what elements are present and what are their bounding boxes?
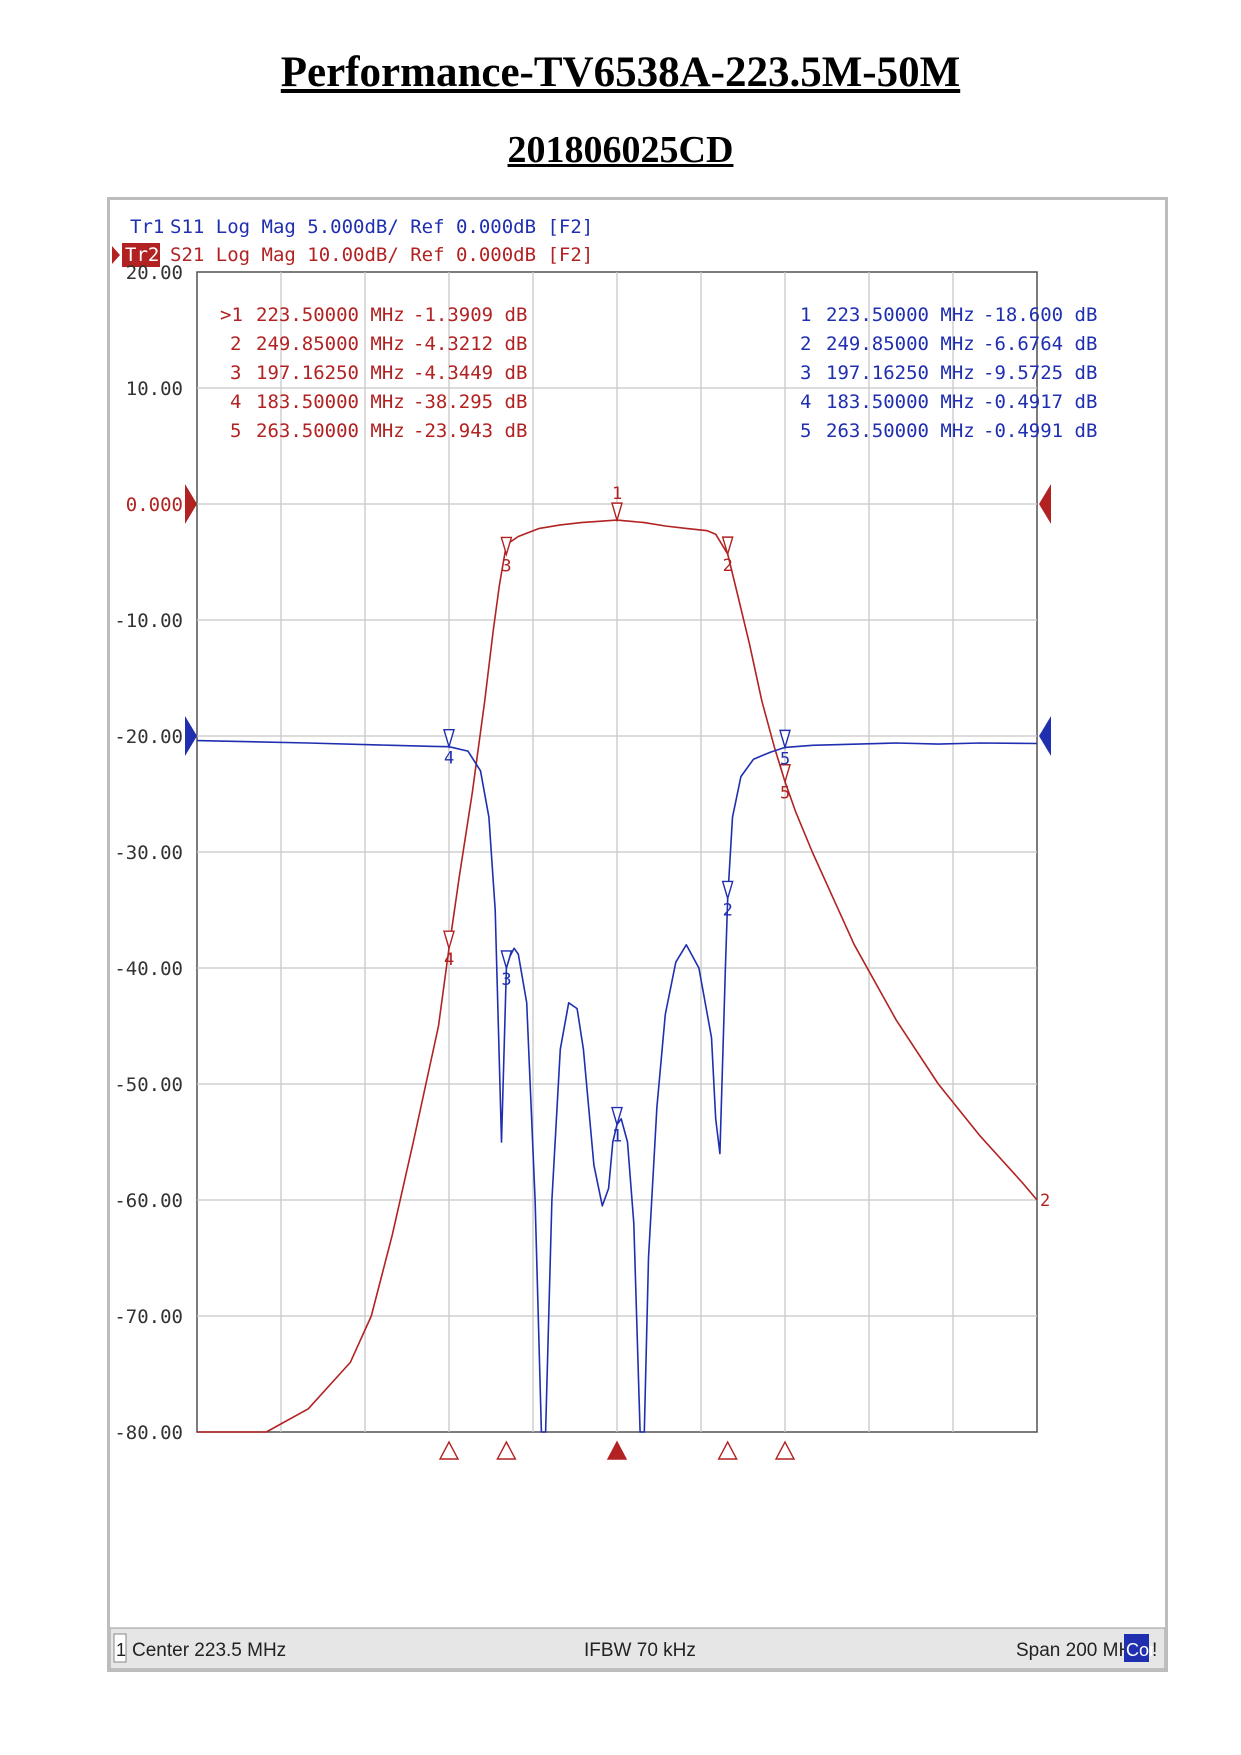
s21-marker-1-label: 1 bbox=[612, 484, 622, 504]
marker-level: -18.600 dB bbox=[983, 304, 1097, 326]
status-bar: 1 Center 223.5 MHz IFBW 70 kHz Span 200 … bbox=[110, 1627, 1165, 1669]
s11-ref-right-arrow-icon[interactable] bbox=[1039, 716, 1051, 756]
s21-marker-2-triangle-icon[interactable] bbox=[721, 536, 734, 557]
s21-marker-5-label: 5 bbox=[780, 784, 790, 804]
cor-indicator[interactable]: Cor bbox=[1126, 1640, 1155, 1660]
marker-id: 4 bbox=[800, 391, 811, 413]
tr2-description: S21 Log Mag 10.00dB/ Ref 0.000dB [F2] bbox=[170, 244, 593, 266]
marker-frequency: 197.16250 MHz bbox=[256, 362, 405, 384]
marker-level: -0.4991 dB bbox=[983, 420, 1097, 442]
s11-marker-5-triangle-icon[interactable] bbox=[779, 729, 791, 750]
s11-marker-1-triangle-icon[interactable] bbox=[611, 1106, 623, 1128]
s11-marker-5-label: 5 bbox=[780, 749, 790, 769]
center-frequency[interactable]: Center 223.5 MHz bbox=[132, 1640, 286, 1661]
marker-frequency: 223.50000 MHz bbox=[256, 304, 405, 326]
marker-id: 5 bbox=[800, 420, 811, 442]
s11-marker-2-triangle-icon[interactable] bbox=[721, 880, 734, 901]
marker-level: -38.295 dB bbox=[413, 391, 527, 413]
marker-frequency: 197.16250 MHz bbox=[826, 362, 975, 384]
s21-trace-end-label: 2 bbox=[1040, 1191, 1050, 1211]
grid bbox=[196, 271, 1038, 1433]
marker-frequency: 263.50000 MHz bbox=[826, 420, 975, 442]
marker-frequency: 249.85000 MHz bbox=[256, 333, 405, 355]
stimulus-marker-4-icon[interactable] bbox=[438, 1440, 460, 1460]
s11-trace bbox=[196, 739, 1038, 1433]
marker-level: -4.3212 dB bbox=[413, 333, 527, 355]
y-tick-label: -50.00 bbox=[114, 1074, 183, 1096]
y-tick-label: 0.000 bbox=[126, 494, 183, 516]
stimulus-markers bbox=[438, 1440, 796, 1460]
tr1-label[interactable]: Tr1 bbox=[130, 216, 164, 238]
s11-marker-table: 1 223.50000 MHz -18.600 dB 2 249.85000 MHz -6… bbox=[800, 304, 1097, 442]
cor-indicator-box[interactable] bbox=[1124, 1634, 1149, 1662]
reference-markers bbox=[185, 484, 1051, 756]
marker-level: -9.5725 dB bbox=[983, 362, 1097, 384]
stimulus-marker-2-icon[interactable] bbox=[717, 1440, 738, 1460]
marker-level: -6.6764 dB bbox=[983, 333, 1097, 355]
marker-id: >1 bbox=[220, 304, 243, 326]
marker-level: -0.4917 dB bbox=[983, 391, 1097, 413]
s11-marker-3-label: 3 bbox=[501, 970, 511, 990]
y-tick-label: -20.00 bbox=[114, 726, 183, 748]
s11-marker-4-triangle-icon[interactable] bbox=[443, 728, 455, 750]
marker-frequency: 183.50000 MHz bbox=[826, 391, 975, 413]
marker-id: 4 bbox=[230, 391, 241, 413]
marker-level: -23.943 dB bbox=[413, 420, 527, 442]
y-tick-label: -80.00 bbox=[114, 1422, 183, 1444]
channel-number[interactable]: 1 bbox=[116, 1640, 126, 1660]
y-tick-label: 10.00 bbox=[126, 378, 183, 400]
y-tick-label: 20.00 bbox=[126, 262, 183, 284]
s21-marker-1-triangle-icon[interactable] bbox=[611, 502, 623, 523]
document-subtitle: 201806025CD bbox=[507, 129, 734, 171]
marker-frequency: 263.50000 MHz bbox=[256, 420, 405, 442]
s11-ref-left-arrow-icon[interactable] bbox=[185, 716, 197, 756]
stimulus-marker-3-icon[interactable] bbox=[496, 1440, 517, 1460]
chart-canvas: Tr1 S11 Log Mag 5.000dB/ Ref 0.000dB [F2… bbox=[110, 216, 1165, 1669]
s21-marker-table: >1 223.50000 MHz -1.3909 dB2 249.85000 MHz -… bbox=[220, 304, 527, 442]
tr2-label-box[interactable] bbox=[122, 243, 160, 267]
s21-marker-2-label: 2 bbox=[723, 556, 733, 576]
s21-marker-4-label: 4 bbox=[444, 950, 454, 970]
marker-frequency: 223.50000 MHz bbox=[826, 304, 975, 326]
y-tick-label: -70.00 bbox=[114, 1306, 183, 1328]
y-tick-label: -30.00 bbox=[114, 842, 183, 864]
marker-id: 2 bbox=[800, 333, 811, 355]
marker-level: -4.3449 dB bbox=[413, 362, 527, 384]
marker-frequency: 249.85000 MHz bbox=[826, 333, 975, 355]
s21-ref-left-arrow-icon[interactable] bbox=[185, 484, 197, 524]
stimulus-marker-5-icon[interactable] bbox=[774, 1440, 796, 1460]
active-trace-arrow-icon bbox=[112, 246, 120, 264]
marker-id: 3 bbox=[230, 362, 241, 384]
s11-marker-4-label: 4 bbox=[444, 749, 454, 769]
s21-marker-4-triangle-icon[interactable] bbox=[443, 930, 455, 951]
marker-id: 3 bbox=[800, 362, 811, 384]
s21-marker-3-label: 3 bbox=[501, 556, 511, 576]
s21-marker-3-triangle-icon[interactable] bbox=[500, 536, 513, 557]
y-tick-label: -10.00 bbox=[114, 610, 183, 632]
s11-marker-1-label: 1 bbox=[612, 1127, 622, 1147]
s11-marker-3-triangle-icon[interactable] bbox=[500, 950, 513, 971]
marker-id: 2 bbox=[230, 333, 241, 355]
y-tick-label: -40.00 bbox=[114, 958, 183, 980]
document-title: Performance-TV6538A-223.5M-50M bbox=[280, 49, 961, 96]
y-axis-ticks: 20.00 10.00 0.000 -10.00 -20.00 -30.00 -40.00 -… bbox=[114, 262, 183, 1444]
tr2-label[interactable]: Tr2 bbox=[125, 244, 159, 266]
trace-markers: 1 2 3 4 5 1 2 3 4 5 bbox=[443, 484, 791, 1147]
ifbw-setting[interactable]: IFBW 70 kHz bbox=[584, 1640, 696, 1661]
trace-header: Tr1 S11 Log Mag 5.000dB/ Ref 0.000dB [F2… bbox=[112, 216, 593, 267]
s21-marker-5-triangle-icon[interactable] bbox=[779, 764, 791, 785]
s11-marker-2-label: 2 bbox=[723, 900, 733, 920]
marker-id: 5 bbox=[230, 420, 241, 442]
s21-ref-right-arrow-icon[interactable] bbox=[1039, 484, 1051, 524]
marker-id: 1 bbox=[800, 304, 811, 326]
alert-indicator[interactable]: ! bbox=[1152, 1640, 1157, 1661]
tr1-description: S11 Log Mag 5.000dB/ Ref 0.000dB [F2] bbox=[170, 216, 593, 238]
network-analyzer-screen: Tr1 S11 Log Mag 5.000dB/ Ref 0.000dB [F2… bbox=[107, 197, 1168, 1672]
marker-level: -1.3909 dB bbox=[413, 304, 527, 326]
y-tick-label: -60.00 bbox=[114, 1190, 183, 1212]
stimulus-marker-1-icon[interactable] bbox=[606, 1440, 628, 1460]
marker-frequency: 183.50000 MHz bbox=[256, 391, 405, 413]
span-setting[interactable]: Span 200 MHz bbox=[1016, 1640, 1142, 1661]
